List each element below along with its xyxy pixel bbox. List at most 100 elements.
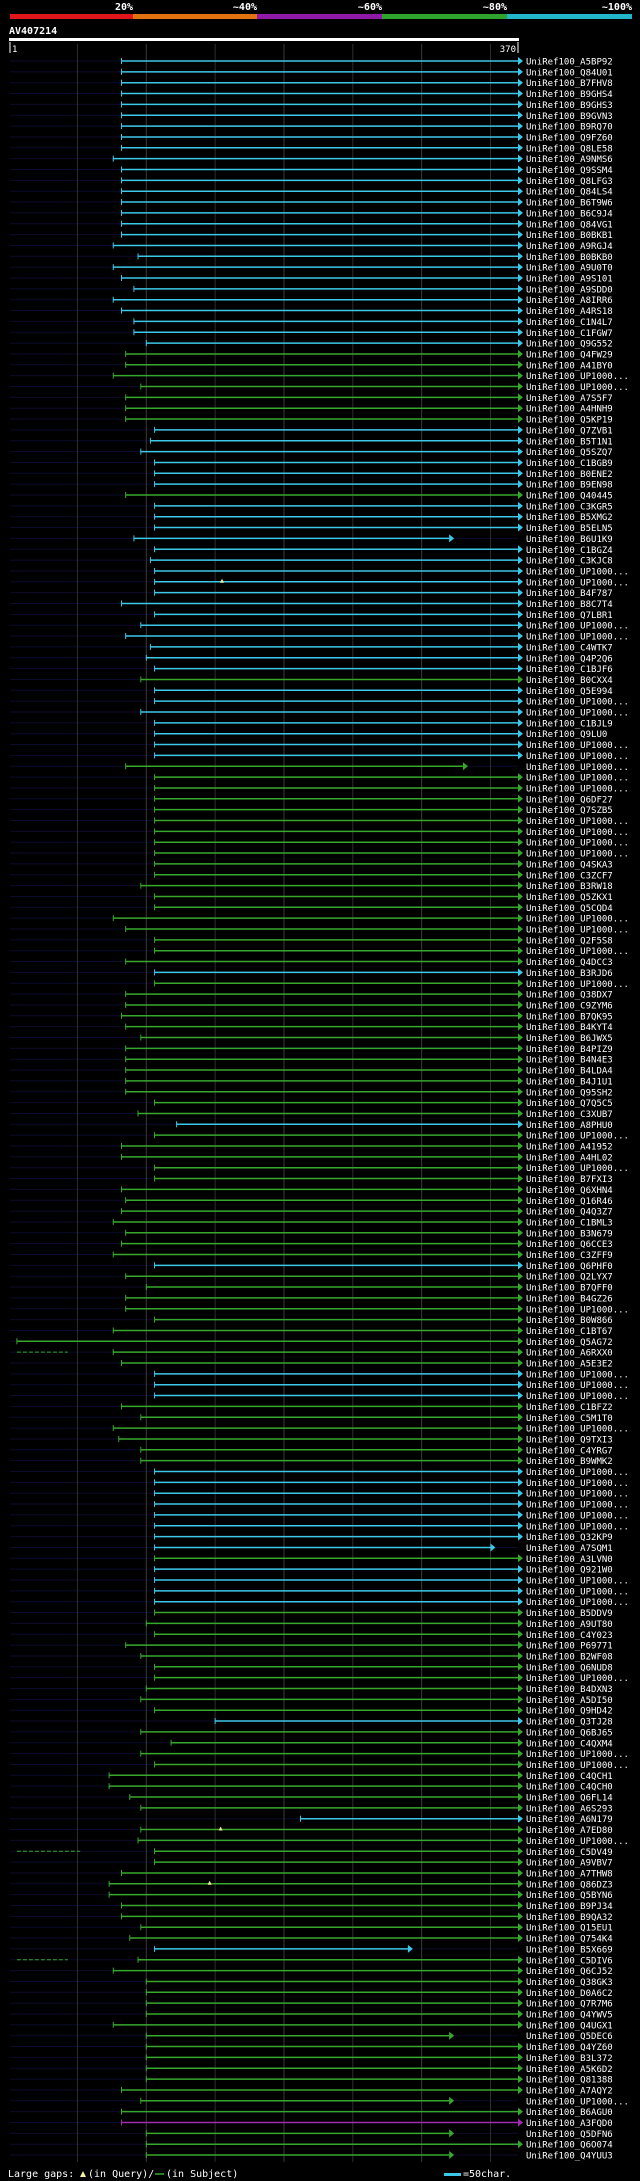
- hit-row[interactable]: UniRef100_Q4UGX1: [112, 2020, 613, 2032]
- hit-label[interactable]: UniRef100_UP1000...: [526, 1490, 629, 1500]
- hit-label[interactable]: UniRef100_Q4YZ60: [526, 2043, 613, 2053]
- hit-label[interactable]: UniRef100_UP1000...: [526, 567, 629, 577]
- hit-row[interactable]: UniRef100_B8C7T4: [121, 599, 613, 611]
- hit-label[interactable]: UniRef100_UP1000...: [526, 1761, 629, 1771]
- hit-label[interactable]: UniRef100_UP1000...: [526, 784, 629, 794]
- hit-label[interactable]: UniRef100_UP1000...: [526, 980, 629, 990]
- hit-row[interactable]: UniRef100_Q9TXI3: [118, 1434, 613, 1446]
- hit-row[interactable]: UniRef100_A9SDD0: [133, 284, 613, 296]
- hit-label[interactable]: UniRef100_C5DIV6: [526, 1956, 613, 1966]
- hit-row[interactable]: UniRef100_C1BJL9: [154, 718, 613, 730]
- hit-row[interactable]: UniRef100_B3N679: [125, 1228, 613, 1240]
- hit-label[interactable]: UniRef100_UP1000...: [526, 709, 629, 719]
- hit-label[interactable]: UniRef100_Q9HD42: [526, 1707, 613, 1717]
- hit-row[interactable]: UniRef100_B4J1U1: [125, 1076, 613, 1088]
- hit-label[interactable]: UniRef100_Q7LBR1: [526, 611, 613, 621]
- hit-row[interactable]: UniRef100_B5ELN5: [154, 523, 613, 535]
- hit-label[interactable]: UniRef100_UP1000...: [526, 850, 629, 860]
- hit-label[interactable]: UniRef100_Q4P2Q6: [526, 654, 613, 664]
- hit-label[interactable]: UniRef100_UP1000...: [526, 1674, 629, 1684]
- hit-label[interactable]: UniRef100_Q9SSM4: [526, 166, 613, 176]
- hit-label[interactable]: UniRef100_B5X669: [526, 1945, 613, 1955]
- hit-row[interactable]: UniRef100_UP1000...: [154, 751, 629, 762]
- hit-label[interactable]: UniRef100_Q6FL14: [526, 1794, 613, 1804]
- hit-row[interactable]: UniRef100_UP1000...: [154, 697, 629, 708]
- hit-row[interactable]: UniRef100_UP1000...: [154, 827, 629, 838]
- hit-row[interactable]: UniRef100_UP1000...: [154, 1521, 629, 1533]
- hit-row[interactable]: UniRef100_UP1000...: [154, 1597, 629, 1609]
- hit-row[interactable]: UniRef100_A6RXX0: [112, 1348, 613, 1359]
- hit-row[interactable]: UniRef100_Q7Q5C5: [154, 1098, 613, 1110]
- hit-row[interactable]: UniRef100_C1N4L7: [133, 317, 613, 328]
- hit-row[interactable]: UniRef100_Q9SSM4: [121, 165, 613, 177]
- hit-row[interactable]: UniRef100_A9S101: [121, 274, 613, 285]
- hit-row[interactable]: UniRef100_Q86DZ3: [108, 1879, 613, 1891]
- hit-row[interactable]: UniRef100_B3RW18: [140, 881, 613, 893]
- hit-row[interactable]: UniRef100_C5DIV6: [137, 1955, 613, 1967]
- hit-label[interactable]: UniRef100_Q5AG72: [526, 1338, 613, 1348]
- hit-label[interactable]: UniRef100_UP1000...: [526, 1132, 629, 1142]
- hit-row[interactable]: UniRef100_B0BKB0: [137, 252, 613, 263]
- hit-label[interactable]: UniRef100_C4YRG7: [526, 1446, 613, 1456]
- hit-row[interactable]: UniRef100_A41BY0: [125, 360, 613, 372]
- hit-row[interactable]: UniRef100_Q4YZ60: [145, 2042, 613, 2054]
- hit-label[interactable]: UniRef100_B9WMK2: [526, 1457, 613, 1467]
- hit-label[interactable]: UniRef100_A9S101: [526, 275, 613, 285]
- hit-label[interactable]: UniRef100_Q32KP9: [526, 1533, 613, 1543]
- hit-label[interactable]: UniRef100_Q9FZ60: [526, 133, 613, 143]
- hit-label[interactable]: UniRef100_B9QA32: [526, 1913, 613, 1923]
- hit-label[interactable]: UniRef100_Q6O074: [526, 2141, 613, 2151]
- hit-label[interactable]: UniRef100_B6JWX5: [526, 1034, 613, 1044]
- hit-row[interactable]: UniRef100_UP1000...: [154, 1673, 629, 1685]
- hit-row[interactable]: UniRef100_A9U0T0: [112, 263, 613, 274]
- hit-label[interactable]: UniRef100_A5BP92: [526, 58, 613, 68]
- hit-row[interactable]: UniRef100_Q5BYN6: [108, 1890, 613, 1902]
- hit-label[interactable]: UniRef100_Q5DFN6: [526, 2130, 613, 2140]
- hit-row[interactable]: UniRef100_C1BFZ2: [121, 1402, 613, 1413]
- hit-label[interactable]: UniRef100_C4WTK7: [526, 643, 613, 653]
- hit-label[interactable]: UniRef100_B7FHV8: [526, 79, 613, 89]
- hit-row[interactable]: UniRef100_A4HL02: [121, 1152, 613, 1164]
- hit-label[interactable]: UniRef100_C5M1T0: [526, 1414, 613, 1424]
- hit-label[interactable]: UniRef100_Q6DF27: [526, 795, 613, 805]
- hit-row[interactable]: UniRef100_A6S293: [140, 1803, 613, 1815]
- hit-label[interactable]: UniRef100_C1FGW7: [526, 329, 613, 339]
- hit-label[interactable]: UniRef100_UP1000...: [526, 1425, 629, 1435]
- hit-row[interactable]: UniRef100_Q4DCC3: [125, 957, 613, 969]
- hit-row[interactable]: UniRef100_C4WTK7: [149, 642, 613, 654]
- hit-label[interactable]: UniRef100_UP1000...: [526, 817, 629, 827]
- hit-label[interactable]: UniRef100_Q2LYX7: [526, 1273, 613, 1283]
- hit-label[interactable]: UniRef100_Q5SZQ7: [526, 448, 613, 458]
- hit-row[interactable]: UniRef100_Q5AG72: [16, 1337, 613, 1348]
- hit-label[interactable]: UniRef100_UP1000...: [526, 752, 629, 762]
- hit-label[interactable]: UniRef100_C3ZFF9: [526, 1251, 613, 1261]
- hit-row[interactable]: UniRef100_B4GZ26: [125, 1293, 613, 1305]
- hit-row[interactable]: UniRef100_B7FHV8: [121, 78, 613, 90]
- hit-row[interactable]: UniRef100_UP1000...: [154, 577, 629, 589]
- hit-label[interactable]: UniRef100_Q6PHF0: [526, 1262, 613, 1272]
- hit-label[interactable]: UniRef100_Q9G552: [526, 340, 613, 350]
- hit-label[interactable]: UniRef100_A41BY0: [526, 361, 613, 371]
- hit-row[interactable]: UniRef100_C3ZCF7: [154, 870, 613, 882]
- hit-row[interactable]: UniRef100_Q8LE58: [121, 143, 613, 155]
- hit-row[interactable]: UniRef100_Q15EU1: [140, 1923, 613, 1934]
- hit-row[interactable]: UniRef100_A4HNH9: [125, 404, 613, 415]
- hit-label[interactable]: UniRef100_C1BFZ2: [526, 1403, 613, 1413]
- hit-row[interactable]: UniRef100_UP1000...: [112, 1424, 629, 1435]
- hit-row[interactable]: UniRef100_UP1000...: [125, 632, 629, 643]
- hit-row[interactable]: UniRef100_D0A6C2: [145, 1988, 613, 1999]
- hit-label[interactable]: UniRef100_B4PIZ9: [526, 1045, 613, 1055]
- hit-label[interactable]: UniRef100_B9GHS4: [526, 90, 613, 100]
- hit-row[interactable]: UniRef100_UP1000...: [125, 925, 629, 936]
- hit-label[interactable]: UniRef100_A3LVN0: [526, 1555, 613, 1565]
- hit-row[interactable]: UniRef100_C1BJF6: [154, 664, 613, 676]
- hit-label[interactable]: UniRef100_A9SDD0: [526, 285, 613, 295]
- hit-row[interactable]: UniRef100_Q9LU0: [154, 729, 608, 741]
- hit-label[interactable]: UniRef100_A7THW8: [526, 1869, 613, 1879]
- hit-label[interactable]: UniRef100_Q4DCC3: [526, 958, 613, 968]
- hit-row[interactable]: UniRef100_A3LVN0: [154, 1554, 613, 1565]
- hit-label[interactable]: UniRef100_A7AQY2: [526, 2086, 613, 2096]
- hit-row[interactable]: UniRef100_B7QK95: [121, 1011, 613, 1023]
- hit-row[interactable]: UniRef100_A41952: [121, 1142, 613, 1153]
- hit-row[interactable]: UniRef100_B6JWX5: [140, 1033, 613, 1045]
